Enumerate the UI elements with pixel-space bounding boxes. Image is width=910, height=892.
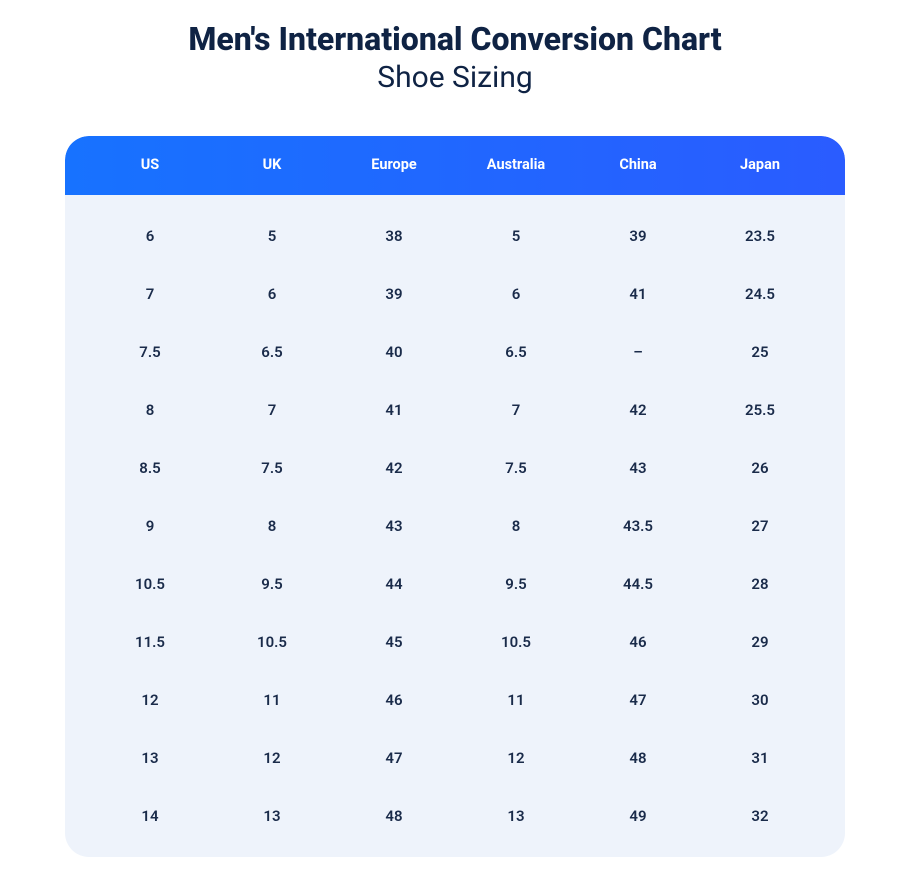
table-row: 141348134932 bbox=[89, 787, 821, 845]
table-cell: 47 bbox=[333, 749, 455, 767]
table-row: 9843843.527 bbox=[89, 497, 821, 555]
table-cell: 29 bbox=[699, 633, 821, 651]
table-row: 11.510.54510.54629 bbox=[89, 613, 821, 671]
table-cell: 42 bbox=[577, 401, 699, 419]
table-cell: 8 bbox=[211, 517, 333, 535]
table-cell: 6 bbox=[211, 285, 333, 303]
table-cell: 40 bbox=[333, 343, 455, 361]
table-cell: 6.5 bbox=[211, 343, 333, 361]
table-cell: 24.5 bbox=[699, 285, 821, 303]
table-cell: 43 bbox=[333, 517, 455, 535]
table-cell: 49 bbox=[577, 807, 699, 825]
table-cell: – bbox=[577, 343, 699, 361]
table-cell: 5 bbox=[455, 227, 577, 245]
table-cell: 10.5 bbox=[211, 633, 333, 651]
table-cell: 11 bbox=[455, 691, 577, 709]
table-cell: 44 bbox=[333, 575, 455, 593]
table-header-cell: Japan bbox=[699, 156, 821, 173]
table-cell: 8 bbox=[89, 401, 211, 419]
table-cell: 32 bbox=[699, 807, 821, 825]
table-cell: 8 bbox=[455, 517, 577, 535]
table-cell: 39 bbox=[577, 227, 699, 245]
table-cell: 12 bbox=[211, 749, 333, 767]
table-cell: 47 bbox=[577, 691, 699, 709]
table-cell: 48 bbox=[333, 807, 455, 825]
table-row: 131247124831 bbox=[89, 729, 821, 787]
table-cell: 6 bbox=[89, 227, 211, 245]
table-header-cell: Europe bbox=[333, 156, 455, 173]
table-cell: 30 bbox=[699, 691, 821, 709]
table-cell: 9.5 bbox=[211, 575, 333, 593]
table-body: 653853923.5763964124.57.56.5406.5–258741… bbox=[65, 195, 845, 857]
table-row: 10.59.5449.544.528 bbox=[89, 555, 821, 613]
table-cell: 42 bbox=[333, 459, 455, 477]
table-cell: 27 bbox=[699, 517, 821, 535]
table-cell: 6.5 bbox=[455, 343, 577, 361]
table-cell: 11.5 bbox=[89, 633, 211, 651]
table-cell: 31 bbox=[699, 749, 821, 767]
table-cell: 41 bbox=[577, 285, 699, 303]
table-cell: 28 bbox=[699, 575, 821, 593]
table-row: 121146114730 bbox=[89, 671, 821, 729]
table-cell: 46 bbox=[333, 691, 455, 709]
table-cell: 13 bbox=[89, 749, 211, 767]
table-cell: 10.5 bbox=[89, 575, 211, 593]
table-header-cell: US bbox=[89, 156, 211, 173]
table-cell: 7 bbox=[89, 285, 211, 303]
page-container: Men's International Conversion Chart Sho… bbox=[0, 20, 910, 857]
table-cell: 7 bbox=[211, 401, 333, 419]
page-title: Men's International Conversion Chart bbox=[0, 20, 910, 58]
title-block: Men's International Conversion Chart Sho… bbox=[0, 20, 910, 96]
table-cell: 43 bbox=[577, 459, 699, 477]
table-cell: 14 bbox=[89, 807, 211, 825]
table-row: 874174225.5 bbox=[89, 381, 821, 439]
table-header-cell: China bbox=[577, 156, 699, 173]
table-row: 763964124.5 bbox=[89, 265, 821, 323]
table-cell: 9.5 bbox=[455, 575, 577, 593]
page-subtitle: Shoe Sizing bbox=[0, 60, 910, 96]
table-cell: 26 bbox=[699, 459, 821, 477]
table-header-row: USUKEuropeAustraliaChinaJapan bbox=[65, 136, 845, 195]
table-cell: 25.5 bbox=[699, 401, 821, 419]
table-cell: 6 bbox=[455, 285, 577, 303]
table-cell: 7.5 bbox=[455, 459, 577, 477]
table-cell: 45 bbox=[333, 633, 455, 651]
conversion-table: USUKEuropeAustraliaChinaJapan 653853923.… bbox=[65, 136, 845, 857]
table-cell: 44.5 bbox=[577, 575, 699, 593]
table-cell: 23.5 bbox=[699, 227, 821, 245]
table-row: 653853923.5 bbox=[89, 207, 821, 265]
table-cell: 13 bbox=[455, 807, 577, 825]
table-cell: 48 bbox=[577, 749, 699, 767]
table-cell: 7.5 bbox=[89, 343, 211, 361]
table-header-cell: Australia bbox=[455, 156, 577, 173]
table-cell: 7.5 bbox=[211, 459, 333, 477]
table-cell: 5 bbox=[211, 227, 333, 245]
table-cell: 11 bbox=[211, 691, 333, 709]
table-cell: 43.5 bbox=[577, 517, 699, 535]
table-cell: 12 bbox=[89, 691, 211, 709]
table-header-cell: UK bbox=[211, 156, 333, 173]
table-cell: 39 bbox=[333, 285, 455, 303]
table-cell: 7 bbox=[455, 401, 577, 419]
table-cell: 25 bbox=[699, 343, 821, 361]
table-cell: 13 bbox=[211, 807, 333, 825]
table-cell: 9 bbox=[89, 517, 211, 535]
table-row: 8.57.5427.54326 bbox=[89, 439, 821, 497]
table-cell: 46 bbox=[577, 633, 699, 651]
table-cell: 8.5 bbox=[89, 459, 211, 477]
table-cell: 41 bbox=[333, 401, 455, 419]
table-cell: 38 bbox=[333, 227, 455, 245]
table-cell: 10.5 bbox=[455, 633, 577, 651]
table-cell: 12 bbox=[455, 749, 577, 767]
table-row: 7.56.5406.5–25 bbox=[89, 323, 821, 381]
